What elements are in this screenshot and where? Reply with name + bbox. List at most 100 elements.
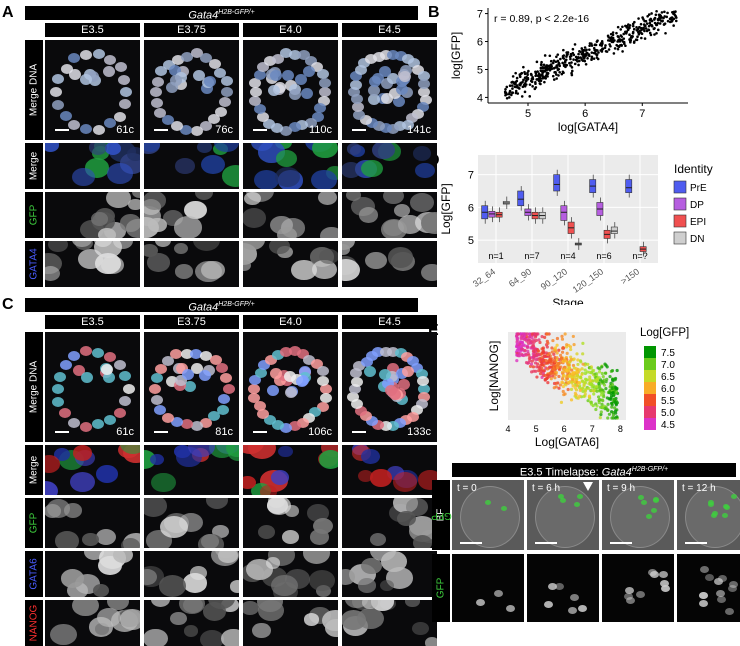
scatter-point bbox=[560, 370, 565, 374]
nucleus bbox=[273, 375, 286, 387]
nucleus bbox=[149, 384, 162, 394]
nucleus bbox=[200, 534, 219, 548]
scatter-point bbox=[590, 51, 594, 54]
nucleus bbox=[106, 192, 132, 209]
nucleus bbox=[54, 530, 80, 548]
scatter-point bbox=[588, 379, 592, 383]
micrograph-tile bbox=[144, 498, 239, 548]
y-tick-label: 5 bbox=[468, 235, 474, 247]
micrograph-tile bbox=[144, 600, 239, 646]
scatter-point bbox=[633, 20, 636, 24]
nucleus bbox=[379, 66, 392, 78]
box bbox=[625, 179, 633, 193]
nucleus bbox=[395, 84, 408, 96]
nucleus bbox=[303, 412, 316, 423]
cell-count: 76c bbox=[215, 124, 233, 136]
nucleus bbox=[114, 111, 127, 122]
scatter-point bbox=[560, 337, 565, 341]
scatter-point bbox=[570, 368, 574, 372]
nucleus bbox=[379, 421, 392, 432]
nucleus bbox=[309, 569, 336, 591]
scale-bar bbox=[460, 542, 482, 544]
x-axis-label: log[GATA4] bbox=[558, 120, 618, 134]
micrograph-tile bbox=[342, 498, 437, 548]
scatter-point bbox=[640, 32, 644, 36]
nucleus bbox=[401, 120, 414, 131]
micrograph-tile bbox=[342, 445, 437, 495]
nucleus bbox=[248, 445, 277, 460]
gfp-nucleus bbox=[660, 585, 670, 593]
scatter-point bbox=[595, 40, 599, 43]
row-label: Merge bbox=[25, 445, 43, 495]
nucleus bbox=[72, 445, 92, 461]
scatter-point bbox=[557, 62, 560, 66]
scatter-point bbox=[543, 80, 546, 84]
cell-count: 61c bbox=[116, 124, 134, 136]
scatter-point bbox=[556, 53, 560, 56]
panel-c-genotype-header: Gata4H2B-GFP/+ bbox=[25, 298, 418, 314]
scatter-point bbox=[666, 19, 670, 23]
scatter-point bbox=[515, 359, 519, 363]
scatter-point bbox=[523, 72, 527, 76]
nucleus bbox=[314, 103, 327, 114]
colorbar-tick-label: 7.5 bbox=[661, 348, 675, 359]
scatter-point bbox=[555, 366, 559, 370]
scatter-point bbox=[638, 29, 641, 33]
n-label: n=7 bbox=[524, 251, 539, 261]
nucleus bbox=[365, 252, 387, 270]
panel-b-scatter-chart: 5 6 7 4 5 6 7 r = 0.89, p < 2.2e-16 log[GATA4] lo… bbox=[449, 8, 688, 134]
scatter-point bbox=[521, 80, 524, 84]
nucleus bbox=[200, 52, 213, 63]
stage-header: E4.0 bbox=[243, 315, 338, 329]
scatter-point bbox=[545, 367, 550, 371]
nucleus bbox=[244, 192, 261, 205]
nucleus bbox=[155, 363, 168, 374]
nucleus bbox=[296, 375, 309, 387]
row-label: Merge bbox=[25, 143, 43, 189]
nucleus bbox=[250, 143, 273, 151]
gfp-nucleus bbox=[493, 589, 503, 597]
scatter-point bbox=[543, 70, 547, 73]
nucleus bbox=[355, 65, 368, 76]
nucleus bbox=[378, 368, 391, 380]
nucleus bbox=[90, 212, 108, 226]
scatter-point bbox=[561, 346, 565, 350]
scatter-point bbox=[606, 408, 610, 412]
scatter-point bbox=[549, 361, 553, 365]
nucleus bbox=[53, 371, 66, 382]
scatter-point bbox=[533, 361, 538, 365]
nucleus bbox=[205, 498, 229, 509]
nucleus bbox=[412, 146, 431, 162]
nucleus bbox=[220, 87, 233, 97]
row-label: NANOG bbox=[25, 600, 43, 646]
scatter-point bbox=[581, 352, 585, 356]
nucleus bbox=[68, 68, 81, 80]
cell-count: 106c bbox=[308, 426, 332, 438]
nucleus bbox=[73, 365, 86, 377]
nucleus bbox=[317, 402, 330, 413]
row-label-text: Merge DNA bbox=[28, 360, 40, 414]
scatter-point bbox=[532, 346, 536, 350]
nucleus bbox=[80, 124, 93, 135]
nucleus bbox=[162, 355, 175, 366]
timepoint-label: t = 6 h bbox=[532, 483, 561, 494]
timelapse-tile bbox=[527, 554, 599, 622]
embryo-outline bbox=[460, 486, 520, 548]
scatter-point bbox=[576, 358, 580, 362]
nucleus bbox=[288, 122, 301, 133]
y-tick-label: 6 bbox=[477, 37, 483, 49]
scatter-point bbox=[601, 399, 605, 403]
scatter-point bbox=[570, 69, 574, 73]
nucleus bbox=[267, 84, 280, 96]
nucleus bbox=[385, 370, 398, 382]
scatter-point bbox=[526, 76, 530, 80]
timelapse-tile bbox=[602, 554, 674, 622]
nucleus bbox=[176, 363, 189, 375]
nucleus bbox=[325, 619, 338, 638]
scatter-point bbox=[603, 407, 607, 411]
nucleus bbox=[204, 76, 217, 88]
micrograph-tile: 110c bbox=[243, 40, 338, 140]
nucleus bbox=[174, 445, 191, 459]
scatter-point bbox=[649, 17, 653, 21]
y-axis-label: log[GFP] bbox=[449, 32, 463, 79]
